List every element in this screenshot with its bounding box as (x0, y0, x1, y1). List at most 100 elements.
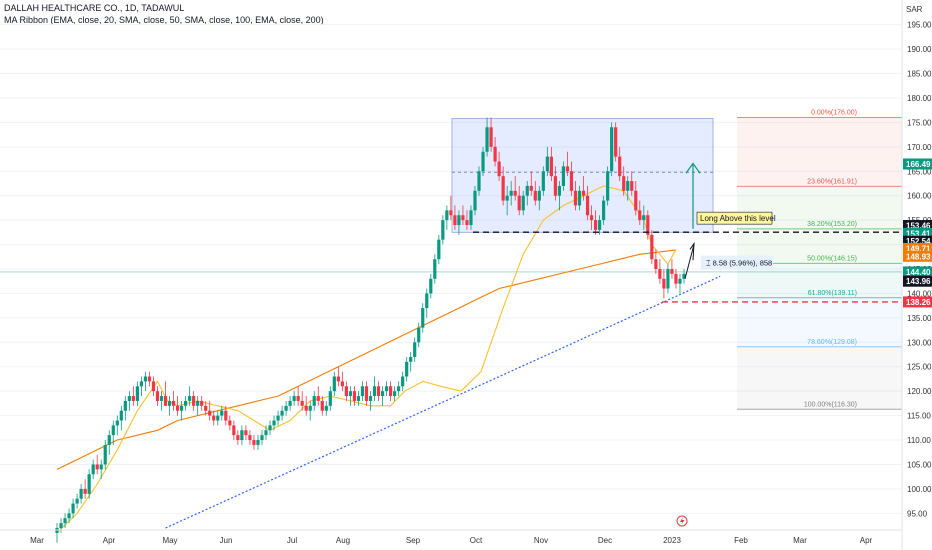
candle-body (312, 396, 316, 406)
annotation-box (696, 211, 773, 225)
x-tick-label: Dec (598, 536, 612, 545)
projection-arrow (684, 244, 695, 279)
candle-body (296, 396, 300, 401)
candle-body (216, 415, 220, 421)
candle-body (577, 190, 582, 206)
candle-body (119, 410, 123, 421)
candle-body (529, 185, 533, 191)
candle-body (115, 420, 119, 426)
candle-body (75, 498, 79, 504)
price-tag (903, 220, 932, 232)
candle-body (248, 435, 252, 441)
candle-body (264, 430, 268, 436)
candle-body (240, 430, 244, 441)
candle-body (401, 376, 405, 387)
chart-legend: DALLAH HEALTHCARE CO., 1D, TADAWUL MA Ri… (4, 2, 324, 26)
candle-body (465, 220, 469, 226)
candle-body (368, 396, 373, 401)
candle-body (340, 381, 344, 387)
candle-body (565, 166, 570, 172)
fib-zone (737, 346, 902, 410)
candle-body (457, 215, 461, 226)
candle-body (324, 405, 328, 411)
candle-body (284, 405, 288, 411)
candle-body (111, 425, 115, 436)
candle-body (662, 278, 666, 289)
projection-arrow-head (689, 241, 695, 261)
candle-body (123, 400, 127, 411)
price-tag (903, 235, 932, 247)
candle-body (489, 127, 493, 147)
y-tick-label: 115.00 (907, 412, 931, 421)
x-tick-label: Sep (406, 536, 421, 545)
candle-body (376, 386, 381, 397)
price-tag (903, 266, 932, 278)
y-tick-label: 190.00 (907, 45, 932, 54)
candle-body (79, 488, 83, 499)
y-tick-label: 100.00 (907, 485, 932, 494)
candle-body (541, 171, 545, 191)
candle-body (393, 391, 397, 397)
annotation-text: Long Above this level (700, 214, 776, 223)
price-tag-label: 149.71 (906, 244, 931, 253)
candle-body (573, 190, 578, 206)
lightning-icon (680, 517, 685, 525)
candle-body (87, 474, 91, 494)
candle-body (481, 151, 485, 172)
candle-body (99, 464, 103, 470)
candle-body (384, 386, 389, 392)
fib-zone (737, 117, 902, 187)
candle-body (437, 239, 441, 260)
candle-body (469, 210, 473, 226)
candle-body (131, 396, 135, 401)
x-tick-label: Apr (103, 536, 116, 545)
x-tick-label: Aug (336, 536, 350, 545)
candle-body (622, 176, 626, 191)
x-tick-label: May (162, 536, 177, 545)
candle-body (372, 386, 377, 397)
candle-body (83, 488, 87, 494)
candle-body (441, 220, 445, 240)
target-arrow-head (685, 162, 701, 174)
price-tag-label: 138.26 (906, 298, 931, 307)
candle-body (63, 518, 67, 524)
candle-body (276, 415, 280, 421)
y-tick-label: 135.00 (907, 314, 932, 323)
candle-body (167, 400, 172, 406)
x-tick-label: 2023 (663, 536, 681, 545)
candle-body (224, 410, 228, 421)
candle-body (139, 381, 144, 387)
candle-body (682, 273, 686, 279)
candle-body (320, 400, 324, 411)
y-tick-label: 160.00 (907, 192, 932, 201)
candle-body (425, 293, 429, 309)
price-tag-label: 153.46 (906, 222, 931, 231)
trendline (165, 275, 721, 529)
candle-body (614, 127, 618, 157)
candle-body (429, 278, 433, 294)
fib-level-label: 78.60%(129.08) (807, 339, 857, 346)
candle-body (163, 396, 168, 406)
candle-body (610, 127, 614, 172)
candle-body (292, 396, 296, 401)
candle-body (477, 171, 481, 191)
fib-level-label: 50.00%(146.15) (807, 255, 857, 262)
candle-body (192, 396, 196, 406)
currency-label: SAR (906, 5, 923, 14)
candle-body (360, 386, 365, 397)
candle-body (409, 356, 413, 362)
candle-body (220, 410, 224, 416)
candle-body (228, 420, 232, 426)
candle-body (272, 420, 276, 426)
candle-body (143, 376, 148, 382)
candle-body (545, 156, 549, 172)
candle-body (107, 435, 111, 445)
candle-body (352, 391, 357, 401)
x-tick-label: Nov (534, 536, 548, 545)
candle-body (461, 215, 465, 221)
candle-body (179, 405, 184, 411)
indicator-title: MA Ribbon (EMA, close, 20, SMA, close, 5… (4, 15, 324, 25)
candle-body (569, 171, 574, 191)
candle-body (561, 166, 566, 186)
